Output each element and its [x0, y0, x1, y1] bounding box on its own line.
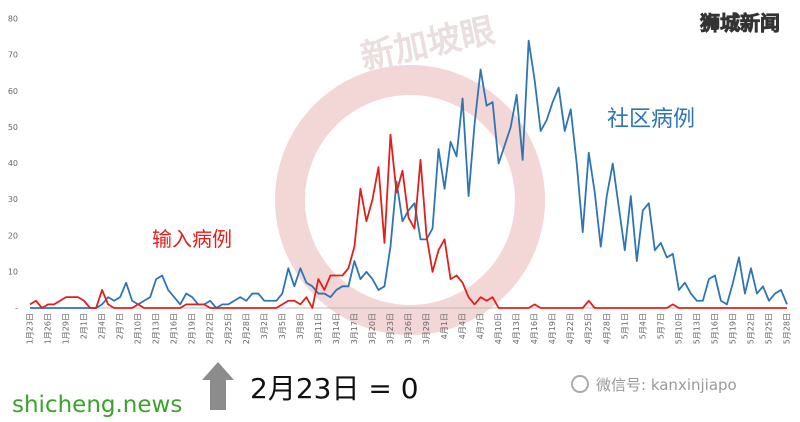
- series-label: 输入病例: [152, 227, 232, 251]
- x-tick-label: 5月22日: [746, 313, 755, 344]
- x-tick-label: 2月22日: [206, 313, 215, 344]
- x-tick-label: 2月16日: [170, 313, 179, 344]
- series-line: [30, 39, 788, 309]
- x-tick-label: 3月11日: [314, 313, 323, 344]
- x-tick-label: 3月23日: [386, 313, 395, 344]
- x-tick-label: 4月25日: [584, 313, 593, 344]
- x-tick-label: 2月4日: [98, 313, 107, 339]
- x-tick-label: 5月13日: [692, 313, 701, 344]
- y-tick-label: 80: [8, 15, 18, 24]
- x-tick-label: 5月25日: [764, 313, 773, 344]
- annotation: 2月23日 = 0: [250, 372, 419, 405]
- x-tick-label: 3月20日: [368, 313, 377, 344]
- x-tick-label: 4月4日: [458, 313, 467, 339]
- x-tick-label: 4月22日: [566, 313, 575, 344]
- arrow: [202, 362, 234, 410]
- x-tick-label: 5月19日: [728, 313, 737, 344]
- y-tick-label: 60: [8, 87, 18, 96]
- x-tick-label: 3月8日: [296, 313, 305, 339]
- x-tick-label: 5月4日: [638, 313, 647, 339]
- x-tick-label: 4月1日: [440, 313, 449, 339]
- y-tick-label: 40: [8, 159, 18, 168]
- series-line: [29, 133, 787, 309]
- y-tick-label: -: [15, 304, 18, 313]
- x-tick-label: 3月14日: [332, 313, 341, 344]
- x-tick-label: 3月2日: [260, 313, 269, 339]
- x-tick-label: 4月16日: [530, 313, 539, 344]
- x-tick-label: 4月28日: [602, 313, 611, 344]
- y-tick-label: 70: [8, 51, 18, 60]
- site: shicheng.news: [12, 392, 182, 418]
- plot: - 10 20 30 40 50 60 70 80 1月23日 1月26日 1月29日 2月1日 2月4日…: [8, 15, 792, 345]
- x-tick-label: 1月29日: [62, 313, 71, 344]
- x-tick-label: 4月13日: [512, 313, 521, 344]
- x-tick-label: 3月17日: [350, 313, 359, 344]
- brand: 狮城新闻: [700, 11, 780, 35]
- x-tick-label: 2月28日: [242, 313, 251, 344]
- y-tick-label: 10: [8, 267, 18, 276]
- x-tick-label: 5月7日: [656, 313, 665, 339]
- wechat: 微信号: kanxinjiapo: [596, 376, 737, 394]
- x-tick-label: 4月10日: [494, 313, 503, 344]
- x-tick-label: 3月26日: [404, 313, 413, 344]
- x-tick-label: 2月25日: [224, 313, 233, 344]
- series-label: 社区病例: [607, 107, 695, 132]
- x-tick-label: 1月23日: [26, 313, 35, 344]
- x-tick-label: 5月10日: [674, 313, 683, 344]
- y-tick-label: 50: [8, 123, 18, 132]
- x-tick-label: 2月7日: [116, 313, 125, 339]
- x-tick-label: 2月10日: [134, 313, 143, 344]
- y-tick-label: 20: [8, 231, 18, 240]
- x-tick-label: 1月26日: [44, 313, 53, 344]
- x-tick-label: 5月28日: [783, 313, 792, 344]
- x-tick-label: 5月1日: [620, 313, 629, 339]
- x-tick-label: 3月29日: [422, 313, 431, 344]
- wechat-icon: [571, 375, 589, 393]
- x-tick-label: 2月13日: [152, 313, 161, 344]
- x-tick-label: 2月1日: [80, 313, 89, 339]
- x-tick-label: 4月7日: [476, 313, 485, 339]
- x-tick-label: 4月19日: [548, 313, 557, 344]
- y-tick-label: 30: [8, 195, 18, 204]
- watermark-logo: [275, 65, 545, 335]
- x-tick-label: 2月19日: [188, 313, 197, 344]
- x-tick-label: 5月16日: [710, 313, 719, 344]
- x-tick-label: 3月5日: [278, 313, 287, 339]
